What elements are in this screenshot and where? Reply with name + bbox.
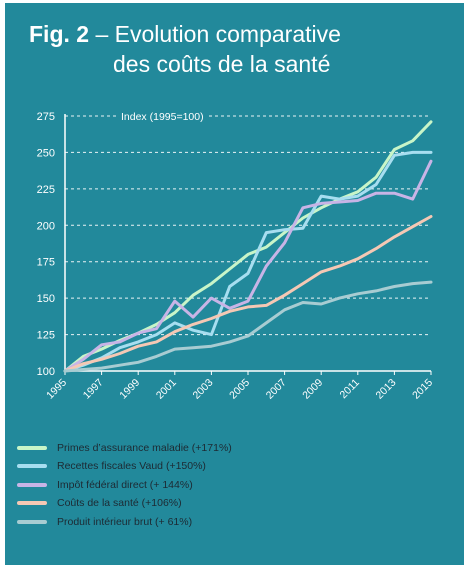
legend-label: Impôt fédéral direct (+ 144%): [57, 478, 193, 491]
y-axis-label: Index (1995=100): [121, 111, 204, 123]
x-tick-label: 2003: [191, 377, 216, 402]
legend-label: Produit intérieur brut (+ 61%): [57, 515, 193, 528]
y-tick-label: 100: [37, 366, 55, 378]
figure-title-line1: – Evolution comparative: [95, 21, 341, 47]
figure-card: Fig. 2 – Evolution comparative des coûts…: [5, 3, 464, 565]
x-tick-label: 2013: [374, 377, 399, 402]
series-line-4: [63, 215, 433, 373]
x-tick-label: 2009: [300, 377, 325, 402]
legend-label: Recettes fiscales Vaud (+150%): [57, 460, 206, 472]
figure-number: Fig. 2: [29, 21, 90, 47]
legend-item: Recettes fiscales Vaud (+150%): [17, 458, 232, 475]
legend-item: Primes d’assurance maladie (+171%): [17, 439, 232, 456]
legend-swatch: [17, 501, 47, 505]
series-line-1: [63, 120, 433, 373]
y-tick-label: 125: [37, 330, 55, 342]
series-line-5: [63, 280, 433, 373]
x-tick-label: 2007: [264, 377, 289, 402]
y-axis-label-bg: [117, 110, 208, 124]
legend-swatch: [17, 482, 47, 487]
x-tick-label: 1999: [117, 377, 142, 402]
y-tick-label: 200: [37, 220, 55, 232]
legend-item: Produit intérieur brut (+ 61%): [17, 513, 232, 530]
figure-title: Fig. 2 – Evolution comparative: [29, 19, 341, 49]
legend-item: Coûts de la santé (+106%): [17, 495, 232, 512]
legend-swatch: [17, 445, 47, 450]
figure-title-line2: des coûts de la santé: [113, 51, 331, 77]
x-tick-label: 1997: [81, 377, 106, 402]
y-tick-label: 175: [37, 257, 55, 269]
x-tick-label: 2015: [410, 377, 435, 402]
legend-label: Primes d’assurance maladie (+171%): [57, 441, 232, 454]
line-chart: 100 125 150 175 200 225 250 275 Index (1995=100)…: [37, 110, 435, 402]
x-tick-label: 2005: [227, 377, 252, 402]
legend-swatch: [17, 464, 47, 468]
y-tick-label: 225: [37, 184, 55, 196]
y-tick-label: 150: [37, 293, 55, 305]
y-tick-label: 250: [37, 147, 55, 159]
legend-label: Coûts de la santé (+106%): [57, 497, 182, 509]
y-tick-label: 275: [37, 111, 55, 123]
series-line-3: [63, 159, 433, 373]
legend-item: Impôt fédéral direct (+ 144%): [17, 476, 232, 493]
x-tick-label: 2001: [154, 377, 179, 402]
x-tick-label: 2011: [337, 377, 362, 402]
chart-legend: Primes d’assurance maladie (+171%) Recett…: [17, 439, 232, 532]
x-tick-label: 1995: [44, 377, 69, 402]
legend-swatch: [17, 519, 47, 524]
series-line-2: [63, 150, 433, 373]
